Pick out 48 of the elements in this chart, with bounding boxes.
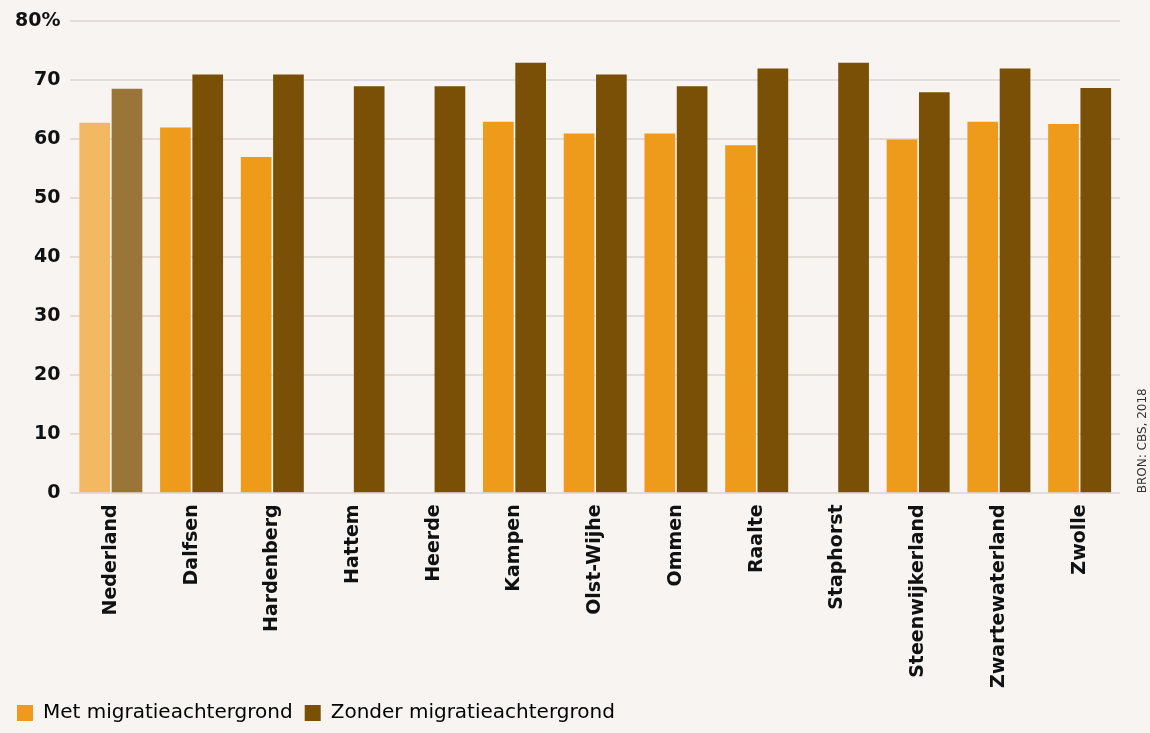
- x-tick-label: Kampen: [501, 504, 524, 592]
- x-tick-label: Olst-Wijhe: [582, 504, 605, 615]
- x-tick-label: Zwartewaterland: [985, 504, 1008, 689]
- bar: [79, 122, 111, 493]
- x-tick-label: Hattem: [339, 504, 362, 584]
- bar: [240, 157, 272, 493]
- x-tick-label: Heerde: [420, 504, 443, 582]
- y-tick-label: 20: [34, 362, 61, 385]
- bar: [596, 74, 627, 493]
- bar: [886, 139, 918, 493]
- bar: [676, 86, 708, 493]
- bar: [353, 86, 385, 493]
- bar: [999, 68, 1031, 493]
- y-tick-label: 0: [47, 480, 61, 503]
- y-tick-label: 50: [34, 185, 61, 208]
- bar: [1048, 124, 1079, 493]
- text: BRON: CBS, 2018: [1135, 388, 1150, 494]
- bar: [483, 121, 514, 493]
- x-tick-label: Ommen: [662, 504, 685, 587]
- bar: [644, 133, 676, 493]
- y-tick-label: 80%: [14, 8, 61, 31]
- bar: [192, 74, 224, 493]
- bar: [1080, 88, 1112, 493]
- y-tick-label: 30: [34, 303, 61, 326]
- y-tick-label: 10: [34, 421, 61, 444]
- x-tick-label: Nederland: [97, 504, 120, 616]
- bar: [515, 62, 546, 493]
- x-tick-label: Raalte: [743, 504, 766, 574]
- legend-label: Zonder migratieachtergrond: [330, 699, 615, 724]
- bar: [111, 88, 143, 493]
- x-tick-label: Hardenberg: [259, 504, 282, 632]
- x-tick-label: Steenwijkerland: [905, 504, 928, 678]
- x-tick-label: Zwolle: [1066, 504, 1089, 575]
- y-tick-label: 70: [34, 67, 61, 90]
- bar: [160, 127, 191, 493]
- bar: [434, 86, 466, 493]
- bar: [838, 62, 869, 493]
- bar: [273, 74, 304, 493]
- legend-label: Met migratieachtergrond: [43, 699, 293, 724]
- x-tick-label: Staphorst: [824, 504, 847, 610]
- bar: [757, 68, 789, 493]
- x-tick-label: Dalfsen: [178, 504, 201, 586]
- bar: [563, 133, 595, 493]
- bar: [967, 121, 999, 493]
- y-tick-label: 60: [34, 126, 61, 149]
- y-tick-label: 40: [34, 244, 61, 267]
- bar: [725, 145, 756, 493]
- bar: [918, 92, 950, 493]
